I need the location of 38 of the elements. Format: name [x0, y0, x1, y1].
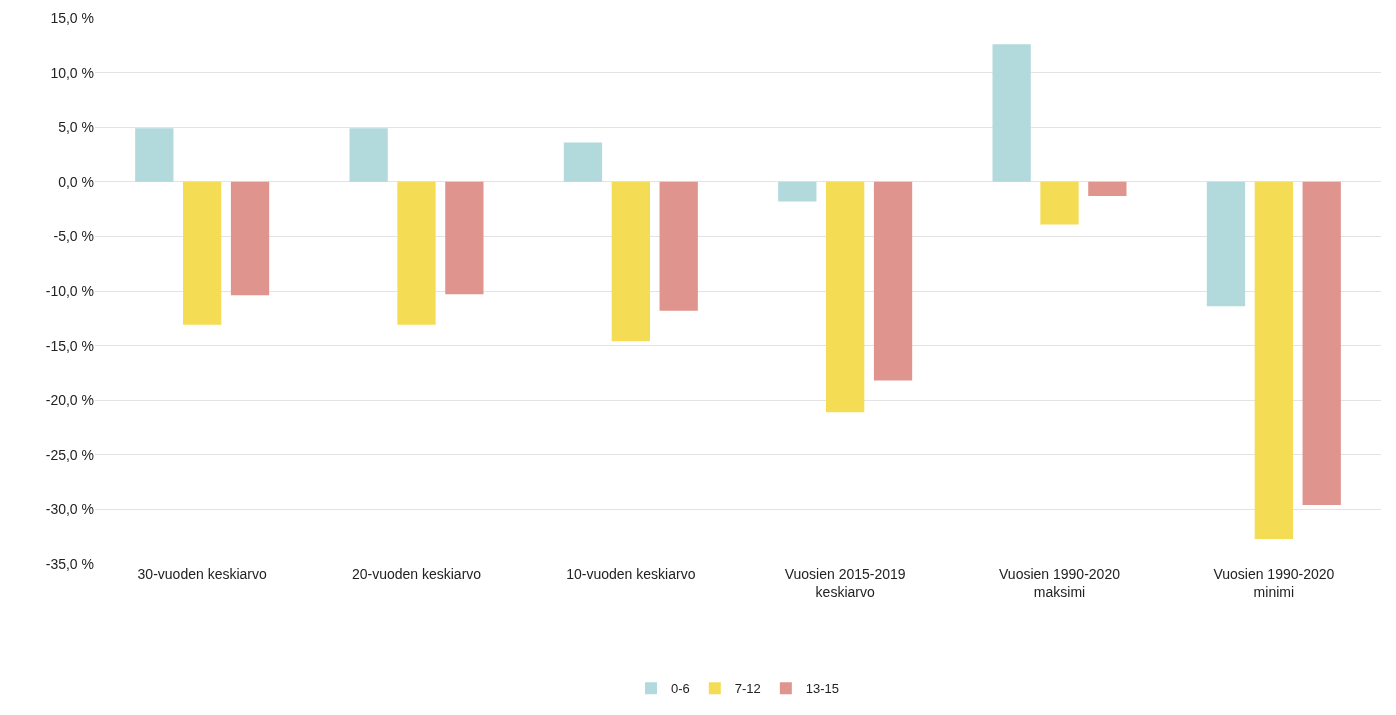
x-tick-label: Vuosien 1990-2020 maksimi: [999, 566, 1121, 601]
y-tick-label: -35,0 %: [45, 555, 94, 572]
y-tick-label: 10,0 %: [50, 64, 94, 81]
bar: [611, 181, 650, 342]
x-tick-label: Vuosien 2015-2019 keskiarvo: [784, 566, 906, 601]
bar: [992, 44, 1031, 182]
bar: [1040, 181, 1079, 225]
y-tick-label: 5,0 %: [58, 119, 94, 136]
bar: [183, 181, 222, 325]
bar: [659, 181, 698, 311]
y-tick-label: -5,0 %: [53, 228, 94, 245]
y-tick-label: -30,0 %: [45, 501, 94, 518]
y-tick-label: 0,0 %: [58, 173, 94, 190]
bar: [778, 181, 817, 202]
bar: [1088, 181, 1127, 196]
bar: [1302, 181, 1341, 506]
y-tick-label: -10,0 %: [45, 282, 94, 299]
legend-label: 7-12: [734, 681, 761, 697]
bar: [826, 181, 865, 413]
x-tick-label: Vuosien 1990-2020 minimi: [1213, 566, 1335, 601]
bar: [1254, 181, 1293, 539]
bar: [563, 142, 603, 182]
x-tick-label: 20-vuoden keskiarvo: [351, 566, 482, 582]
x-tick-label: 30-vuoden keskiarvo: [137, 566, 267, 582]
y-tick-label: 15,0 %: [50, 9, 94, 26]
legend-label: 0-6: [671, 681, 690, 697]
legend-label: 13-15: [805, 681, 840, 697]
bar: [1206, 181, 1246, 307]
y-tick-label: -20,0 %: [45, 392, 94, 409]
bar: [135, 128, 174, 182]
y-tick-label: -15,0 %: [45, 337, 94, 354]
y-tick-label: -25,0 %: [45, 446, 94, 463]
bar: [397, 181, 436, 325]
bar: [873, 181, 913, 381]
bar: [445, 181, 484, 295]
bar: [230, 181, 270, 296]
bar: [349, 128, 388, 182]
x-tick-label: 10-vuoden keskiarvo: [566, 566, 696, 582]
